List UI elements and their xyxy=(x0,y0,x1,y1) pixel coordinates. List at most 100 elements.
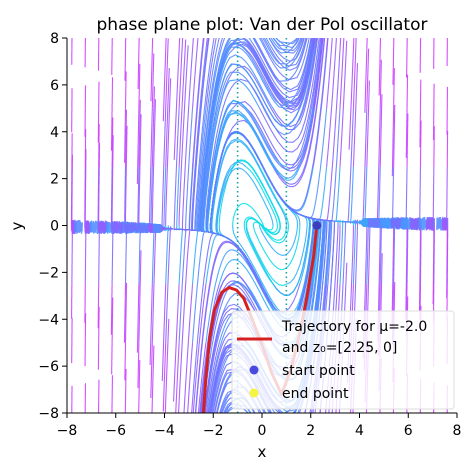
streamline-335 xyxy=(378,49,381,96)
streamline-457 xyxy=(261,408,266,413)
streamline-462 xyxy=(271,38,305,62)
streamline-246 xyxy=(299,38,324,168)
streamline-45 xyxy=(111,297,114,343)
streamline-59 xyxy=(124,282,128,343)
streamline-387 xyxy=(425,166,435,231)
streamline-478 xyxy=(290,38,298,44)
streamline-398 xyxy=(446,225,448,299)
y-tick-label-8: 8 xyxy=(50,31,59,47)
streamline-97 xyxy=(150,49,153,102)
streamline-479 xyxy=(272,38,292,47)
streamline-450 xyxy=(256,38,312,91)
x-tick-label-2: −4 xyxy=(154,423,175,439)
streamline-86 xyxy=(150,342,153,398)
y-tick-label-0: −8 xyxy=(38,406,59,422)
streamline-104 xyxy=(165,78,172,226)
streamline-222 xyxy=(272,38,307,67)
legend-trajectory-label-line1: Trajectory for μ=-2.0 xyxy=(281,319,427,335)
streamline-372 xyxy=(419,120,422,167)
streamline-110 xyxy=(165,38,167,50)
streamline-101 xyxy=(165,226,197,343)
streamline-44 xyxy=(111,342,113,375)
streamline-114 xyxy=(175,342,180,413)
x-tick-label-0: −8 xyxy=(57,423,78,439)
streamline-111 xyxy=(162,49,167,122)
streamline-206 xyxy=(259,38,321,153)
streamline-491 xyxy=(252,38,307,82)
streamline-332 xyxy=(379,59,382,109)
streamline-118 xyxy=(178,45,189,226)
streamline-498 xyxy=(315,38,317,43)
streamline-466 xyxy=(276,38,303,54)
streamline-108 xyxy=(165,38,169,109)
streamline-223 xyxy=(265,38,274,50)
streamline-80 xyxy=(138,63,141,109)
streamline-85 xyxy=(151,345,155,402)
streamline-138 xyxy=(191,38,194,50)
streamline-236 xyxy=(286,38,302,52)
legend-end-swatch xyxy=(249,388,259,398)
streamline-81 xyxy=(136,108,140,184)
streamline-128 xyxy=(187,342,194,413)
streamline-442 xyxy=(246,38,314,105)
streamline-168 xyxy=(223,400,234,413)
streamline-53 xyxy=(110,108,113,151)
streamline-83 xyxy=(137,49,140,89)
streamline-106 xyxy=(165,68,170,167)
y-axis-label: y xyxy=(8,221,26,230)
streamline-461 xyxy=(266,408,271,413)
streamline-51 xyxy=(110,166,124,234)
streamline-418 xyxy=(217,38,220,43)
streamline-113 xyxy=(178,229,194,402)
streamline-500 xyxy=(314,408,317,413)
streamline-142 xyxy=(197,342,207,413)
streamline-503 xyxy=(205,42,322,320)
streamline-156 xyxy=(206,342,220,413)
streamline-454 xyxy=(261,38,310,81)
streamline-318 xyxy=(366,48,370,109)
streamline-87 xyxy=(151,226,166,343)
chart-title: phase plane plot: Van der Pol oscillator xyxy=(97,15,428,35)
streamline-99 xyxy=(165,318,170,402)
streamline-23 xyxy=(84,166,90,235)
legend-box xyxy=(231,310,455,410)
start-point xyxy=(312,221,322,230)
streamline-344 xyxy=(393,105,396,167)
streamline-152 xyxy=(205,38,208,50)
streamline-88 xyxy=(149,284,153,365)
y-tick-label-4: 0 xyxy=(50,219,59,235)
streamline-349 xyxy=(392,49,395,85)
streamline-494 xyxy=(310,38,313,43)
streamline-164 xyxy=(218,38,319,131)
streamline-95 xyxy=(148,108,153,233)
streamline-483 xyxy=(268,38,297,54)
streamline-459 xyxy=(263,38,268,43)
y-tick-label-6: 4 xyxy=(50,125,59,141)
streamline-422 xyxy=(222,38,226,43)
x-tick-label-3: −2 xyxy=(203,423,224,439)
streamline-78 xyxy=(138,99,141,167)
streamline-361 xyxy=(405,108,408,158)
streamline-112 xyxy=(177,401,180,413)
streamline-58 xyxy=(124,342,127,381)
streamline-160 xyxy=(218,160,281,235)
streamline-432 xyxy=(226,407,234,413)
streamline-496 xyxy=(309,408,312,413)
streamline-306 xyxy=(352,38,355,50)
streamline-92 xyxy=(151,86,156,167)
streamline-333 xyxy=(375,108,381,228)
streamline-102 xyxy=(161,284,167,381)
streamline-375 xyxy=(419,108,421,148)
x-tick-label-6: 4 xyxy=(355,423,364,439)
streamline-126 xyxy=(191,401,194,413)
streamline-50 xyxy=(111,117,114,167)
streamline-486 xyxy=(300,38,304,43)
streamline-428 xyxy=(224,408,229,413)
trajectory-points xyxy=(312,221,322,230)
streamline-166 xyxy=(218,38,223,50)
y-tick-label-3: −2 xyxy=(38,265,59,281)
streamline-307 xyxy=(348,49,354,150)
streamline-441 xyxy=(242,407,249,413)
streamline-120 xyxy=(178,39,187,167)
streamline-90 xyxy=(151,99,156,226)
